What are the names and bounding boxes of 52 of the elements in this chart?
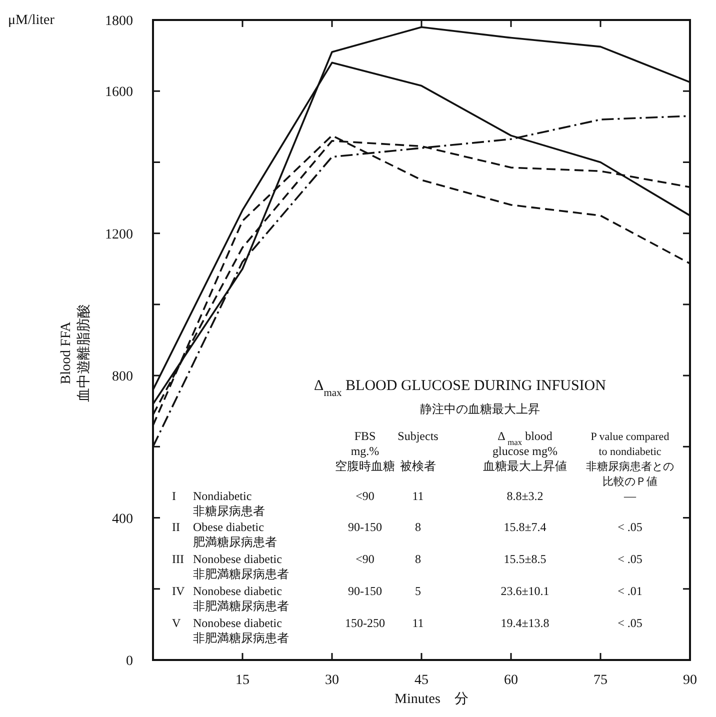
annotation: III [172, 552, 184, 566]
annotation: 静注中の血糖最大上昇 [420, 402, 540, 416]
annotation: 23.6±10.1 [500, 584, 550, 598]
y-tick-label: 1600 [105, 85, 133, 100]
annotation: Δ$_{max}$ BLOOD GLUCOSE DURING INFUSION [314, 378, 606, 398]
x-tick-label: 15 [236, 673, 250, 688]
annotation: 15.8±7.4 [504, 520, 546, 534]
annotation: 19.4±13.8 [500, 616, 550, 630]
annotation: 8.8±3.2 [506, 489, 544, 503]
annotation: P value compared to nondiabetic 非糖尿病患者との [586, 431, 674, 473]
annotation: 90-150 [348, 520, 382, 534]
y-tick-label: 400 [112, 512, 133, 527]
x-axis-title: Minutes 分 [394, 691, 468, 707]
annotation: <90 [356, 552, 374, 566]
y-tick-label: 0 [126, 654, 133, 669]
annotation: 5 [415, 584, 421, 598]
annotation: < .05 [618, 616, 642, 630]
annotation: — [623, 489, 637, 503]
annotation: Nondiabetic 非糖尿病患者 [193, 489, 265, 518]
x-tick-label: 30 [325, 673, 339, 688]
annotation: Nonobese diabetic 非肥満糖尿病患者 [193, 552, 289, 581]
y-tick-label: 1200 [105, 227, 133, 242]
annotation: I [172, 489, 176, 503]
annotation: < .05 [618, 520, 642, 534]
x-tick-label: 90 [683, 673, 697, 688]
annotation: 11 [412, 489, 424, 503]
y-tick-label: 800 [112, 370, 133, 385]
annotation: 15.5±8.5 [504, 552, 546, 566]
annotation: <90 [356, 489, 374, 503]
y-tick-label: 1800 [105, 14, 133, 29]
annotation: < .01 [618, 584, 642, 598]
annotation: 150-250 [345, 616, 385, 630]
y-axis-title: Blood FFA 血中遊離脂肪酸 [59, 304, 92, 402]
annotation: 比較のＰ値 [602, 475, 658, 488]
x-tick-label: 45 [414, 673, 428, 688]
annotation: Obese diabetic 肥満糖尿病患者 [193, 520, 277, 549]
annotation: Nonobese diabetic 非肥満糖尿病患者 [193, 584, 289, 613]
annotation: < .05 [618, 552, 642, 566]
x-tick-label: 75 [594, 673, 608, 688]
annotation: FBS mg.% 空腹時血糖 [335, 429, 395, 473]
annotation: 8 [415, 552, 421, 566]
annotation: Nonobese diabetic 非肥満糖尿病患者 [193, 616, 289, 645]
annotation: II [172, 520, 180, 534]
annotation: 8 [415, 520, 421, 534]
annotation: IV [172, 584, 185, 598]
annotation: 11 [412, 616, 424, 630]
annotation: Δ $_{max}$ blood glucose mg% 血糖最大上昇値 [483, 429, 567, 473]
text: μM/liter [8, 13, 55, 28]
x-tick-label: 60 [504, 673, 518, 688]
annotation: V [172, 616, 181, 630]
annotation: 90-150 [348, 584, 382, 598]
text: Subjects 被検者 [398, 429, 438, 473]
